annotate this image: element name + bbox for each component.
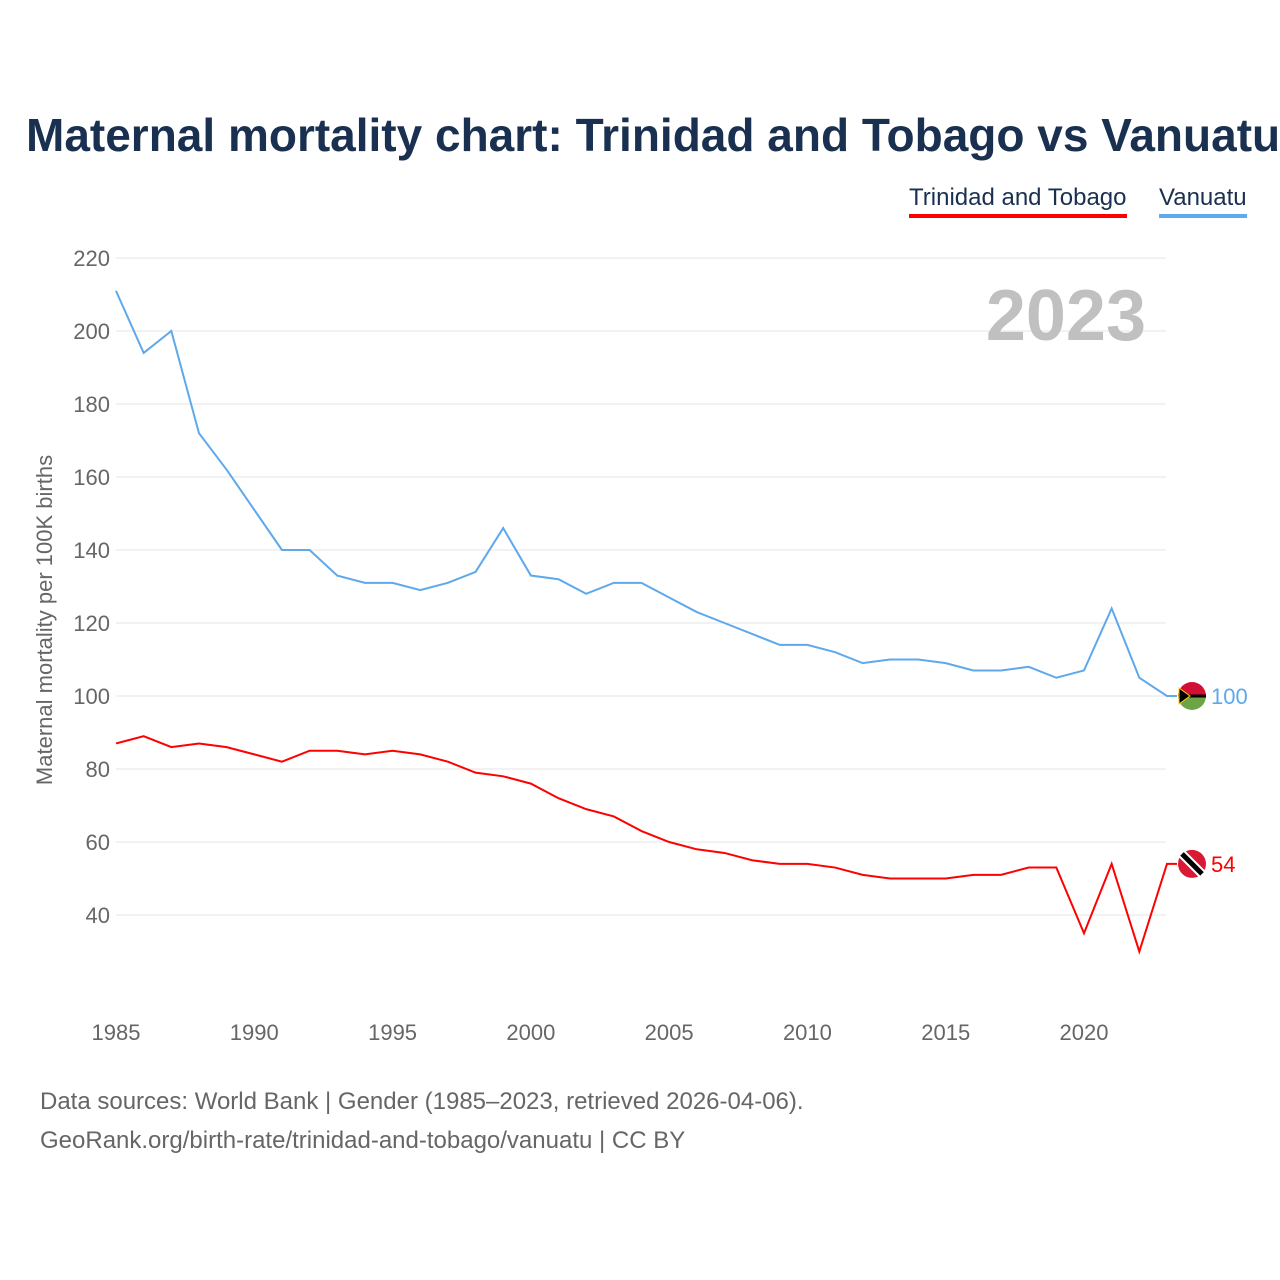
source-link[interactable]: GeoRank.org/birth-rate/trinidad-and-toba… <box>40 1127 686 1154</box>
y-tick-label: 180 <box>73 392 110 417</box>
legend-vanuatu[interactable]: Vanuatu <box>1159 184 1247 218</box>
x-tick-label: 1995 <box>368 1020 417 1045</box>
y-tick-label: 200 <box>73 319 110 344</box>
x-tick-label: 2010 <box>783 1020 832 1045</box>
x-tick-label: 2005 <box>645 1020 694 1045</box>
y-tick-label: 120 <box>73 611 110 636</box>
y-tick-label: 160 <box>73 465 110 490</box>
end-value-label: 100 <box>1211 684 1248 709</box>
source-note: Data sources: World Bank | Gender (1985–… <box>40 1088 804 1115</box>
x-tick-label: 1985 <box>92 1020 141 1045</box>
y-axis-label: Maternal mortality per 100K births <box>32 455 57 785</box>
end-value-label: 54 <box>1211 852 1235 877</box>
legend-trinidad-and-tobago[interactable]: Trinidad and Tobago <box>909 184 1127 218</box>
chart-title: Maternal mortality chart: Trinidad and T… <box>26 109 1280 161</box>
x-tick-label: 2020 <box>1060 1020 1109 1045</box>
x-tick-label: 1990 <box>230 1020 279 1045</box>
vanuatu-flag-triangle <box>1178 687 1191 705</box>
series-line-vanuatu <box>115 290 1177 697</box>
series-line-trinidad-and-tobago <box>115 735 1177 955</box>
y-tick-label: 100 <box>73 684 110 709</box>
year-watermark: 2023 <box>986 276 1146 356</box>
y-tick-label: 60 <box>86 830 110 855</box>
y-tick-label: 40 <box>86 903 110 928</box>
x-tick-label: 2000 <box>506 1020 555 1045</box>
x-tick-label: 2015 <box>921 1020 970 1045</box>
y-tick-label: 140 <box>73 538 110 563</box>
trinidad-flag-stripe <box>1180 852 1204 876</box>
y-tick-label: 220 <box>73 246 110 271</box>
y-tick-label: 80 <box>86 757 110 782</box>
